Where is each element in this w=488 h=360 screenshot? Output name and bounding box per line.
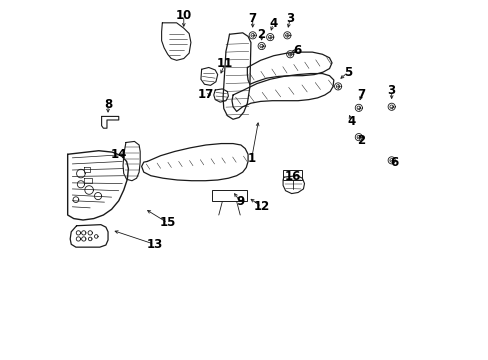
Text: 6: 6 [389, 156, 398, 169]
Text: 13: 13 [146, 238, 163, 251]
Text: 2: 2 [357, 134, 365, 147]
Text: 16: 16 [284, 170, 300, 183]
Text: 10: 10 [175, 9, 191, 22]
Text: 11: 11 [216, 57, 232, 71]
Text: 7: 7 [357, 89, 365, 102]
Text: 6: 6 [293, 44, 301, 57]
Text: 2: 2 [257, 28, 265, 41]
Text: 5: 5 [343, 66, 351, 78]
Text: 3: 3 [285, 12, 294, 25]
Text: 15: 15 [159, 216, 176, 229]
Text: 4: 4 [268, 17, 277, 30]
Text: 1: 1 [247, 152, 255, 165]
Text: 12: 12 [253, 200, 269, 213]
Text: 9: 9 [236, 195, 244, 208]
Text: 17: 17 [198, 89, 214, 102]
Bar [211, 190, 247, 202]
Text: 7: 7 [248, 12, 256, 25]
Text: 3: 3 [387, 84, 395, 97]
Text: 4: 4 [347, 114, 355, 127]
Bar [283, 170, 302, 180]
Text: 14: 14 [110, 148, 127, 162]
Text: 8: 8 [104, 99, 112, 112]
